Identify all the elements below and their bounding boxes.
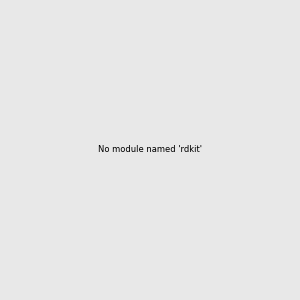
Text: No module named 'rdkit': No module named 'rdkit' (98, 146, 202, 154)
